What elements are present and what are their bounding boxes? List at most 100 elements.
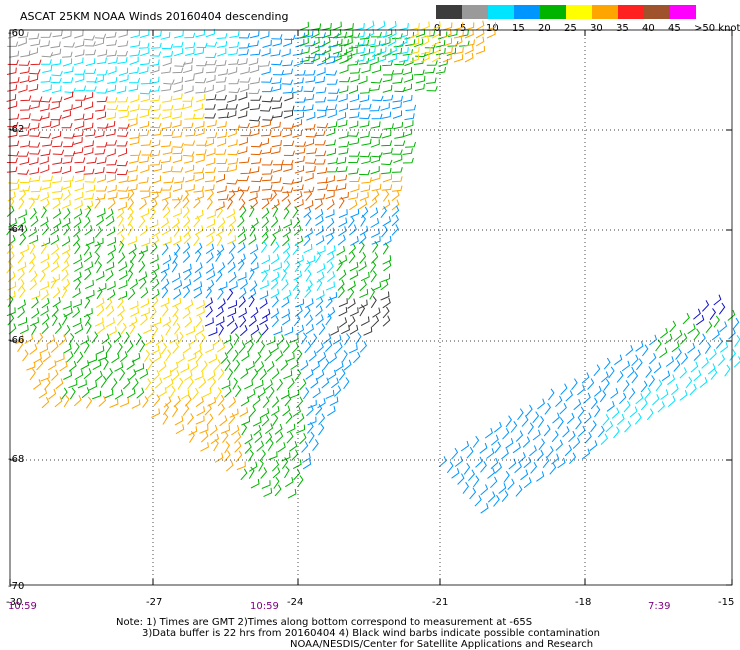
wind-barb (63, 343, 72, 354)
wind-barb (131, 399, 141, 409)
wind-barb (349, 111, 360, 119)
wind-barb (325, 70, 338, 76)
wind-barb (20, 177, 32, 183)
wind-barb (300, 332, 308, 345)
wind-barb (96, 174, 106, 183)
wind-barb (139, 186, 151, 192)
wind-barb (299, 37, 309, 47)
wind-barb (262, 115, 274, 121)
wind-barb (304, 172, 314, 182)
wind-barb (216, 185, 227, 193)
wind-barb (129, 56, 139, 65)
wind-barb (261, 264, 271, 274)
legend-swatch (436, 5, 462, 19)
wind-barb (283, 164, 293, 172)
wind-barb (116, 207, 125, 219)
wind-barb (359, 192, 369, 201)
wind-barb (216, 121, 227, 129)
wind-barb (61, 269, 69, 282)
wind-barb (165, 349, 172, 362)
wind-barb (315, 87, 327, 94)
wind-barb (391, 199, 400, 211)
wind-barb (42, 84, 52, 93)
wind-barb (687, 342, 696, 354)
wind-barb (348, 157, 360, 163)
wind-barb (348, 85, 359, 94)
wind-barb (255, 331, 263, 344)
wind-barb (264, 423, 274, 434)
wind-barb (631, 371, 639, 384)
wind-barb (391, 149, 403, 155)
wind-barb (217, 394, 225, 407)
wind-barb (217, 298, 226, 310)
wind-barb (244, 334, 253, 345)
wind-barb (105, 120, 116, 129)
wind-barb (282, 60, 293, 67)
wind-barb (380, 279, 389, 291)
wind-barb (369, 197, 378, 208)
wind-barb (127, 207, 134, 220)
wind-barb (84, 261, 94, 272)
wind-barb (234, 432, 242, 444)
wind-barb (261, 168, 273, 175)
wind-barb (696, 314, 705, 326)
wind-barb (451, 468, 460, 479)
wind-barb (307, 399, 317, 409)
wind-barb (734, 335, 740, 347)
wind-barb (376, 38, 387, 47)
wind-barb (261, 270, 268, 283)
wind-barb (84, 200, 94, 211)
wind-barb (544, 402, 552, 415)
wind-barb (426, 60, 438, 66)
wind-barb (315, 290, 325, 301)
wind-barb (238, 122, 250, 129)
wind-barb (502, 427, 510, 440)
wind-barb (679, 333, 688, 345)
wind-barb (295, 298, 305, 308)
wind-barb (233, 359, 241, 372)
legend-label: 25 (564, 23, 577, 34)
wind-barb (62, 77, 74, 84)
wind-barb (173, 84, 183, 93)
wind-barb (227, 157, 239, 165)
note-line-3: NOAA/NESDIS/Center for Satellite Applica… (290, 639, 593, 650)
wind-barb (315, 403, 323, 416)
wind-barb (162, 104, 174, 111)
wind-barb (42, 140, 53, 147)
wind-barb (480, 460, 487, 473)
wind-barb (31, 323, 37, 336)
wind-barb (140, 139, 152, 146)
wind-barb (205, 306, 213, 318)
wind-barb (210, 433, 219, 445)
wind-barb (130, 94, 140, 103)
wind-barb (413, 69, 425, 76)
wind-barb (237, 242, 246, 253)
wind-barb (392, 77, 403, 84)
wind-barb (240, 66, 250, 75)
wind-barb (176, 353, 185, 364)
wind-barb (339, 55, 349, 64)
wind-barb (306, 111, 316, 121)
wind-barb (305, 75, 316, 83)
wind-barb (318, 423, 325, 436)
wind-barb (303, 104, 314, 112)
wind-barb (559, 402, 567, 415)
wind-barb (325, 340, 333, 352)
wind-barb (305, 214, 312, 227)
wind-barb (271, 459, 280, 472)
wind-barb (182, 308, 191, 319)
wind-barb (228, 186, 240, 193)
wind-barb (248, 192, 258, 202)
wind-barb (625, 345, 634, 356)
wind-barb (709, 308, 717, 320)
wind-barb (38, 388, 48, 399)
wind-barb (80, 360, 90, 370)
wind-barb (338, 196, 345, 209)
wind-barb (171, 272, 181, 283)
wind-barb (420, 46, 431, 55)
wind-barb (61, 236, 71, 247)
wind-barb (172, 111, 182, 120)
wind-barb (147, 358, 154, 371)
wind-barb (52, 314, 58, 327)
wind-barb (106, 252, 115, 264)
